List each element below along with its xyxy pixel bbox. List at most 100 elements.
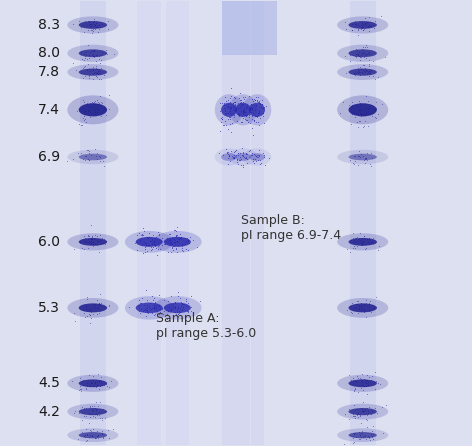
Point [358, 21, 365, 29]
Point [141, 306, 149, 313]
Point [355, 304, 362, 311]
Point [349, 235, 356, 242]
Point [230, 93, 237, 100]
Point [185, 239, 193, 246]
Point [177, 302, 185, 310]
Point [358, 306, 365, 313]
Point [221, 110, 229, 117]
Point [354, 31, 361, 38]
Point [90, 46, 98, 54]
Bar [251, 1, 264, 445]
Point [81, 52, 88, 59]
Point [87, 306, 94, 313]
Point [82, 304, 89, 311]
Point [177, 235, 184, 242]
Point [362, 245, 369, 252]
Point [172, 309, 179, 316]
Point [97, 56, 105, 63]
Point [349, 26, 356, 33]
Point [76, 18, 83, 25]
Point [63, 157, 71, 165]
Point [77, 50, 84, 58]
Point [93, 241, 101, 248]
Point [86, 114, 94, 121]
Ellipse shape [79, 303, 107, 312]
Point [354, 123, 362, 130]
Point [89, 243, 97, 250]
Point [239, 112, 246, 119]
Point [354, 50, 362, 58]
Point [365, 300, 372, 307]
Point [92, 22, 99, 29]
Point [148, 243, 155, 250]
Point [89, 48, 97, 55]
Point [364, 238, 371, 245]
Point [169, 301, 177, 308]
Point [353, 301, 361, 308]
Point [88, 26, 95, 33]
Point [241, 109, 248, 116]
Point [173, 313, 180, 320]
Point [255, 108, 262, 115]
Ellipse shape [67, 64, 118, 80]
Point [362, 382, 370, 389]
Point [85, 17, 93, 25]
Point [88, 235, 96, 243]
Point [223, 109, 231, 116]
Point [371, 405, 379, 412]
Point [158, 305, 166, 312]
Point [91, 303, 99, 310]
Point [240, 107, 248, 114]
Point [354, 409, 362, 416]
Point [188, 292, 195, 299]
Point [83, 430, 91, 438]
Point [152, 244, 160, 251]
Point [358, 384, 365, 391]
Point [101, 240, 109, 248]
Ellipse shape [348, 154, 377, 160]
Point [222, 101, 229, 108]
Point [226, 121, 234, 128]
Point [360, 110, 367, 117]
Point [368, 238, 376, 245]
Point [230, 107, 238, 114]
Point [239, 152, 247, 159]
Point [98, 65, 105, 72]
Point [139, 231, 147, 238]
Point [231, 153, 238, 161]
Point [375, 110, 382, 117]
Point [347, 120, 355, 127]
Bar [222, 1, 236, 445]
Point [359, 50, 366, 57]
Point [265, 155, 272, 162]
Point [91, 97, 98, 104]
Point [356, 432, 363, 439]
Point [241, 107, 248, 115]
Point [230, 152, 238, 159]
Point [74, 107, 81, 114]
Point [85, 434, 93, 441]
Ellipse shape [136, 302, 163, 313]
Point [356, 105, 364, 112]
Point [346, 58, 354, 65]
Point [368, 112, 376, 119]
Point [98, 416, 106, 423]
Point [187, 308, 195, 315]
Point [81, 153, 89, 160]
Point [91, 382, 98, 389]
Point [94, 435, 101, 442]
Point [358, 240, 366, 248]
Point [165, 304, 173, 311]
Point [89, 405, 96, 413]
Point [88, 98, 95, 105]
Point [84, 60, 92, 67]
Point [150, 294, 158, 301]
Point [134, 303, 142, 310]
Point [87, 309, 95, 316]
Point [100, 162, 108, 169]
Point [354, 26, 362, 33]
Point [351, 414, 358, 421]
Point [379, 100, 386, 107]
Point [178, 247, 186, 254]
Point [240, 105, 248, 112]
